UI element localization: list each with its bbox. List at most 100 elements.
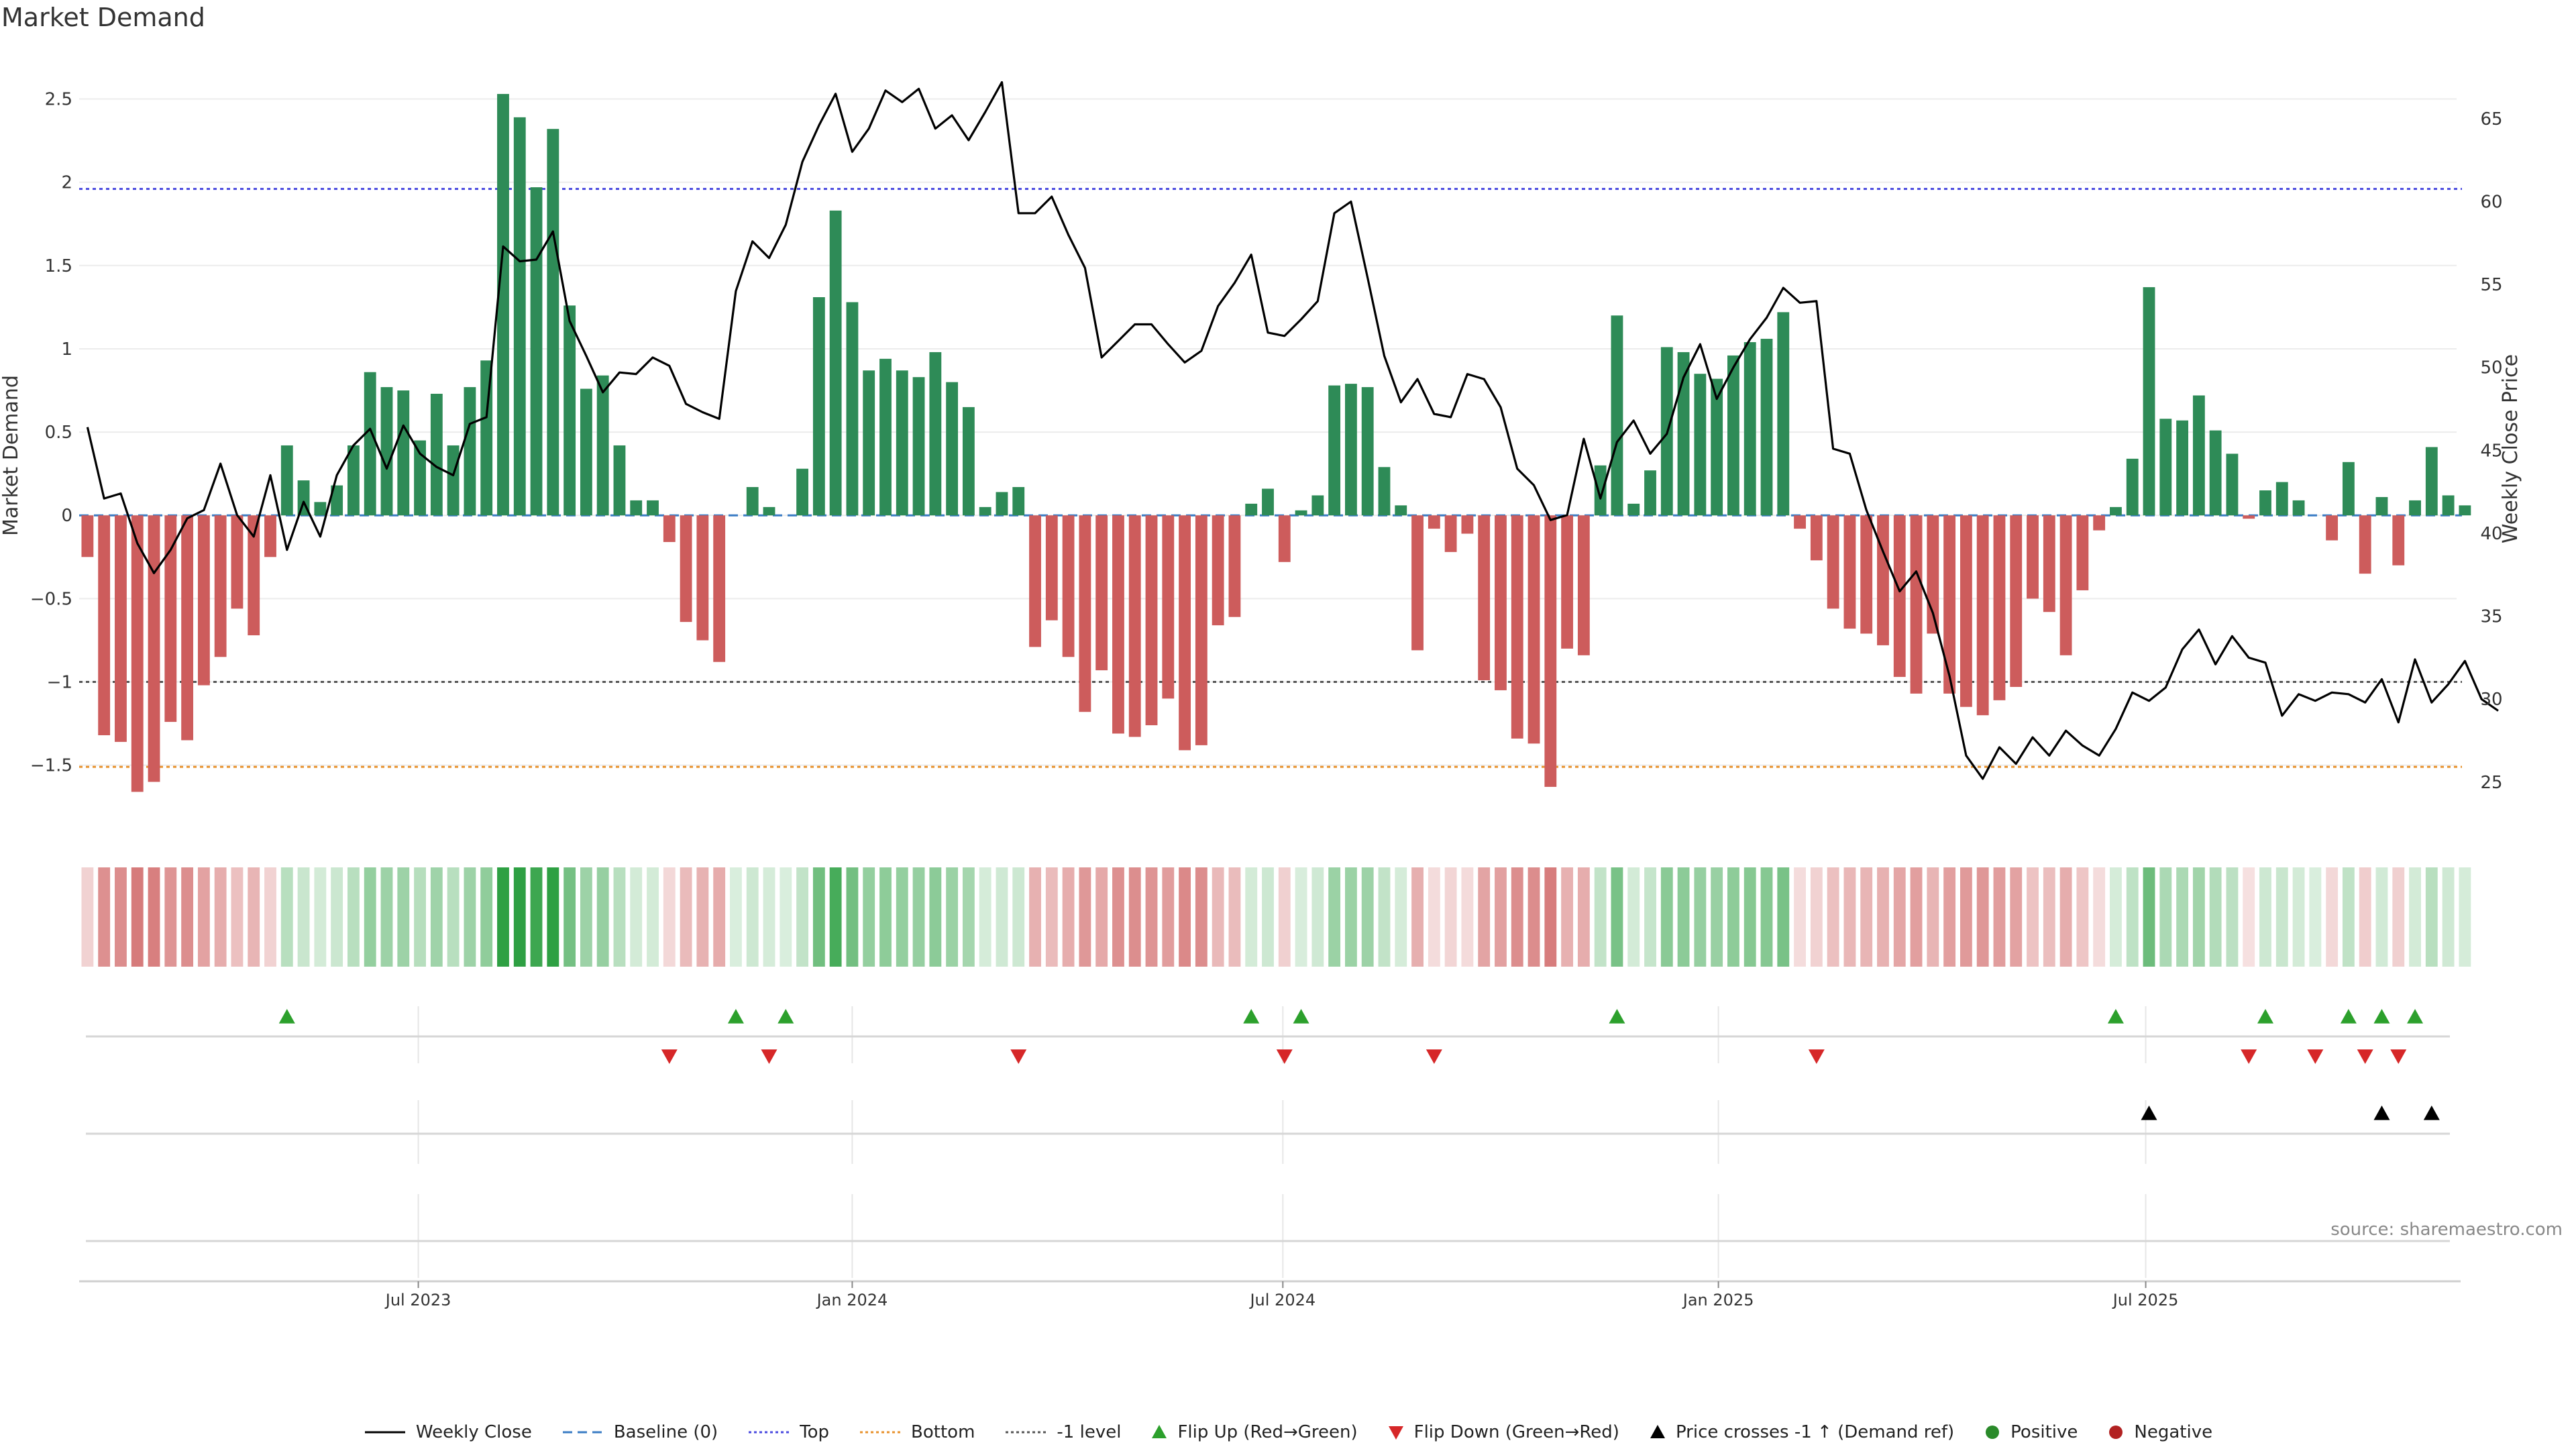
heat-cell — [647, 867, 659, 967]
bar-positive — [1262, 488, 1274, 516]
bar-negative — [2359, 515, 2371, 574]
flip-up-marker — [1609, 1009, 1625, 1024]
heat-cell — [1561, 867, 1574, 967]
heat-cell — [1444, 867, 1457, 967]
heat-cell — [447, 867, 460, 967]
legend: Weekly Close Baseline (0) Top Bottom -1 leve… — [0, 1422, 2576, 1442]
bar-positive — [530, 187, 543, 516]
bar-positive — [497, 94, 509, 516]
heat-cell — [1162, 867, 1175, 967]
heat-cell — [1478, 867, 1491, 967]
legend-item: Positive — [1984, 1422, 2078, 1442]
heat-cell — [879, 867, 892, 967]
heat-cell — [464, 867, 476, 967]
heat-cell — [231, 867, 244, 967]
heat-cell — [297, 867, 310, 967]
heat-cell — [480, 867, 493, 967]
heat-cell — [613, 867, 626, 967]
price-cross-marker — [2141, 1106, 2157, 1120]
flip-down-marker — [2307, 1049, 2324, 1064]
bar-negative — [1976, 515, 1989, 716]
bar-negative — [1910, 515, 1923, 694]
bar-positive — [829, 210, 842, 516]
bar-positive — [846, 302, 859, 516]
bar-negative — [2326, 515, 2339, 541]
heat-cell — [1611, 867, 1623, 967]
bar-positive — [1644, 470, 1656, 516]
bar-negative — [1860, 515, 1873, 634]
bar-positive — [2159, 419, 2172, 516]
heat-cell — [763, 867, 775, 967]
bar-positive — [2409, 500, 2421, 516]
bar-positive — [2425, 447, 2438, 516]
flip-up-marker — [2340, 1009, 2357, 1024]
heat-cell — [680, 867, 692, 967]
bar-positive — [564, 305, 576, 516]
heat-cell — [2059, 867, 2072, 967]
y-tick-label-right: 30 — [2480, 690, 2502, 710]
heat-cell — [929, 867, 942, 967]
bar-negative — [1228, 515, 1241, 617]
heat-cell — [1527, 867, 1540, 967]
heat-cell — [1079, 867, 1091, 967]
heat-cell — [1976, 867, 1989, 967]
heat-cell — [1877, 867, 1889, 967]
bar-positive — [480, 360, 493, 516]
heat-cell — [1128, 867, 1141, 967]
legend-item: Flip Up (Red→Green) — [1150, 1422, 1358, 1442]
heat-cell — [2192, 867, 2205, 967]
x-tick-label: Jan 2024 — [816, 1291, 888, 1309]
bar-negative — [1877, 515, 1889, 645]
heat-cell — [1843, 867, 1856, 967]
y-tick-label-right: 60 — [2480, 193, 2502, 213]
heat-cell — [1910, 867, 1923, 967]
bar-positive — [1611, 315, 1623, 516]
heat-cell — [1827, 867, 1839, 967]
flip-up-marker — [2373, 1009, 2390, 1024]
heat-cell — [380, 867, 393, 967]
bar-positive — [1395, 505, 1407, 516]
heat-cell — [1794, 867, 1806, 967]
bar-negative — [1145, 515, 1158, 726]
bar-negative — [1428, 515, 1440, 529]
heat-cell — [1577, 867, 1590, 967]
heat-cell — [1777, 867, 1790, 967]
bar-positive — [746, 487, 759, 516]
heat-cell — [1344, 867, 1357, 967]
bar-positive — [1727, 355, 1739, 516]
heat-cell — [2226, 867, 2239, 967]
bar-negative — [696, 515, 709, 641]
heat-cell — [115, 867, 127, 967]
heat-cell — [164, 867, 177, 967]
bar-negative — [2243, 515, 2255, 519]
bar-negative — [181, 515, 194, 741]
bar-positive — [1711, 378, 1723, 516]
y-tick-label-left: 1 — [61, 339, 72, 360]
heat-cell — [1428, 867, 1440, 967]
bar-negative — [2076, 515, 2089, 590]
flip-up-marker — [2257, 1009, 2273, 1024]
x-tick-label: Jul 2024 — [1248, 1291, 1316, 1309]
bar-negative — [663, 515, 676, 542]
bar-negative — [1461, 515, 1474, 534]
bar-positive — [364, 372, 376, 516]
legend-label: Flip Down (Green→Red) — [1413, 1422, 1619, 1442]
heat-cell — [98, 867, 111, 967]
y-tick-label-right: 35 — [2480, 607, 2502, 627]
bar-negative — [1112, 515, 1124, 734]
bar-positive — [647, 500, 659, 516]
bar-positive — [414, 440, 426, 516]
heat-cell — [264, 867, 276, 967]
bar-negative — [1993, 515, 2006, 700]
heat-cell — [2259, 867, 2271, 967]
heat-cell — [1311, 867, 1324, 967]
heat-cell — [547, 867, 559, 967]
bar-positive — [380, 387, 393, 516]
legend-symbol — [1986, 1426, 2000, 1439]
heat-cell — [1644, 867, 1656, 967]
legend-symbol — [562, 1431, 603, 1434]
flip-up-marker — [727, 1009, 744, 1024]
bar-positive — [1245, 503, 1258, 516]
heat-cell — [846, 867, 859, 967]
bar-positive — [2275, 482, 2288, 516]
